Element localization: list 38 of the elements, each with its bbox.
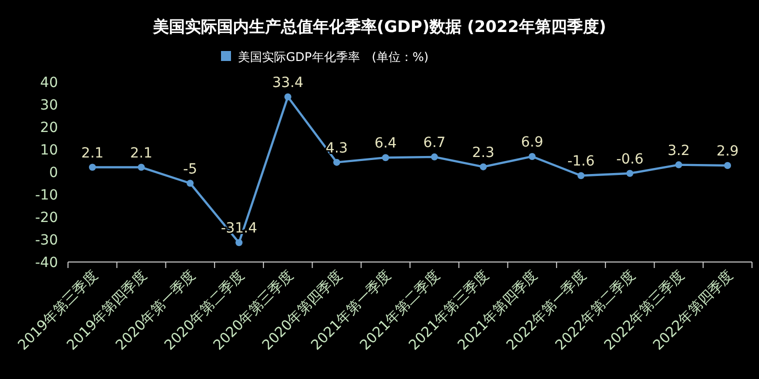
data-label: -5 — [183, 161, 198, 178]
point — [480, 163, 487, 170]
y-tick-label: 40 — [40, 74, 58, 91]
y-tick-label: -30 — [35, 232, 58, 248]
chart-title: 美国实际国内生产总值年化季率(GDP)数据 (2022年第四季度) — [152, 17, 606, 36]
y-tick-label: 10 — [40, 142, 58, 158]
y-tick-label: -10 — [35, 187, 58, 204]
data-label: 33.4 — [272, 74, 304, 91]
data-label: -0.6 — [616, 151, 644, 168]
y-tick-label: -20 — [35, 210, 58, 226]
data-label: 2.9 — [716, 143, 739, 160]
data-label: 3.2 — [668, 142, 690, 159]
point — [88, 164, 96, 171]
data-label: 6.4 — [374, 136, 397, 152]
point — [430, 153, 438, 160]
data-label: 2.3 — [472, 144, 494, 161]
point — [578, 172, 584, 180]
y-tick-label: 0 — [49, 164, 58, 181]
y-tick-label: -40 — [35, 254, 58, 271]
data-label: 2.1 — [130, 145, 152, 162]
point — [333, 158, 340, 166]
y-tick-label: 30 — [40, 97, 58, 114]
point — [528, 152, 536, 160]
legend-label: 美国实际GDP年化季率 (单位：%) — [238, 50, 429, 64]
point — [284, 93, 292, 100]
point — [236, 239, 242, 246]
point — [382, 154, 390, 162]
data-label: -1.6 — [567, 154, 595, 170]
point — [186, 180, 194, 187]
data-label: 6.7 — [423, 134, 446, 151]
data-label: 4.3 — [326, 140, 348, 156]
point — [724, 162, 732, 169]
data-label: 6.9 — [521, 134, 544, 150]
data-label: 2.1 — [81, 145, 104, 162]
point — [675, 161, 682, 168]
point — [626, 170, 634, 177]
y-tick-label: 20 — [40, 120, 58, 136]
point — [138, 164, 145, 171]
